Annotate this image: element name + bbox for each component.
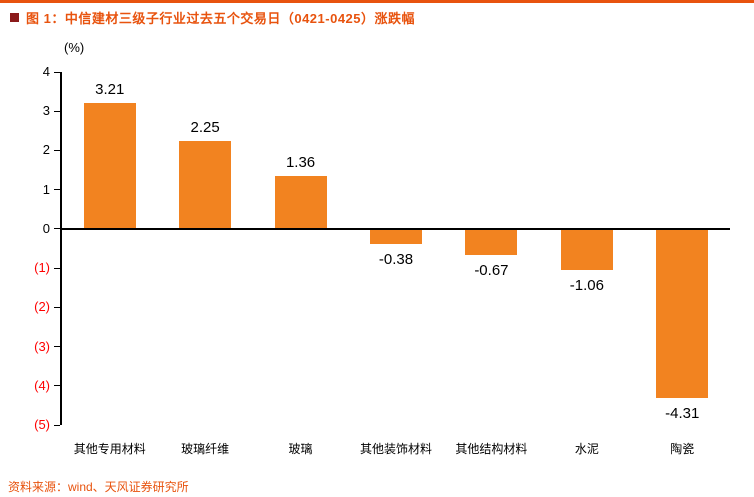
y-axis-tick-label: (1) [34,260,50,276]
y-axis-tick-mark [54,110,60,112]
y-axis-tick-mark [54,149,60,151]
x-axis-category-label: 玻璃 [288,442,313,456]
y-axis-tick-mark [54,385,60,387]
bar-value-label: 1.36 [285,153,316,171]
bar-value-label: -0.38 [378,250,414,268]
y-axis-tick-mark [54,424,60,426]
y-axis-tick-label: (4) [34,377,50,393]
bar [656,229,709,398]
y-axis-tick-mark [54,346,60,348]
figure-title: 图 1：中信建材三级子行业过去五个交易日（0421-0425）涨跌幅 [26,11,416,26]
bar [83,102,136,228]
y-axis-tick-label: (3) [34,338,50,354]
x-axis-category-label: 其他结构材料 [455,442,528,456]
x-axis-category-label: 其他装饰材料 [359,442,432,456]
bar-value-label: 3.21 [95,80,125,98]
x-axis-category-label: 其他专用材料 [73,442,146,456]
x-axis-zero-line [62,227,730,230]
bar [370,229,422,244]
y-axis-tick-label: (5) [34,417,50,432]
y-axis-line [60,72,62,425]
y-axis-tick-mark [54,189,60,191]
y-axis-tick-label: 4 [42,64,50,79]
y-axis-tick-label: (2) [34,299,50,315]
title-bullet-square-icon [10,13,19,22]
bar-value-label: 2.25 [190,118,220,136]
bar [179,140,232,228]
y-axis-tick-mark [54,228,60,230]
figure-title-row: 图 1：中信建材三级子行业过去五个交易日（0421-0425）涨跌幅 [10,8,415,27]
y-axis-tick-mark [54,306,60,308]
y-axis-tick-label: 3 [42,103,50,119]
bar [560,229,613,271]
y-axis-tick-label: 0 [42,220,50,236]
bar-value-label: -0.67 [474,262,509,280]
x-axis-category-label: 水泥 [574,442,599,456]
x-axis-category-label: 陶瓷 [670,442,695,456]
bar-value-label: -1.06 [569,277,604,295]
y-axis-tick-mark [54,71,60,73]
x-axis-category-label: 玻璃纤维 [181,442,230,456]
y-axis-tick-label: 2 [42,142,50,158]
y-axis-tick-mark [54,267,60,269]
y-axis-unit-label: (%) [64,40,85,55]
bar-chart-plot-area: 4 3 2 1 0 (1) (2) (3) (4) (5) 3.21 其他专用材料 2.25 玻璃纤维 1.… [34,64,730,456]
bar [465,229,518,256]
source-note: 资料来源：wind、天风证券研究所 [8,480,189,494]
bar [274,175,327,228]
bar-value-label: -4.31 [665,404,700,422]
top-accent-rule [0,0,754,3]
y-axis-tick-label: 1 [42,181,50,197]
